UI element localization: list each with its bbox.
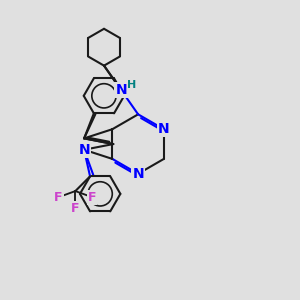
Text: N: N [158, 122, 170, 136]
Text: F: F [88, 191, 96, 204]
Text: N: N [132, 167, 144, 181]
Text: N: N [115, 83, 127, 97]
Text: F: F [54, 191, 63, 204]
Text: H: H [127, 80, 136, 90]
Text: F: F [71, 202, 80, 215]
Text: N: N [78, 143, 90, 157]
